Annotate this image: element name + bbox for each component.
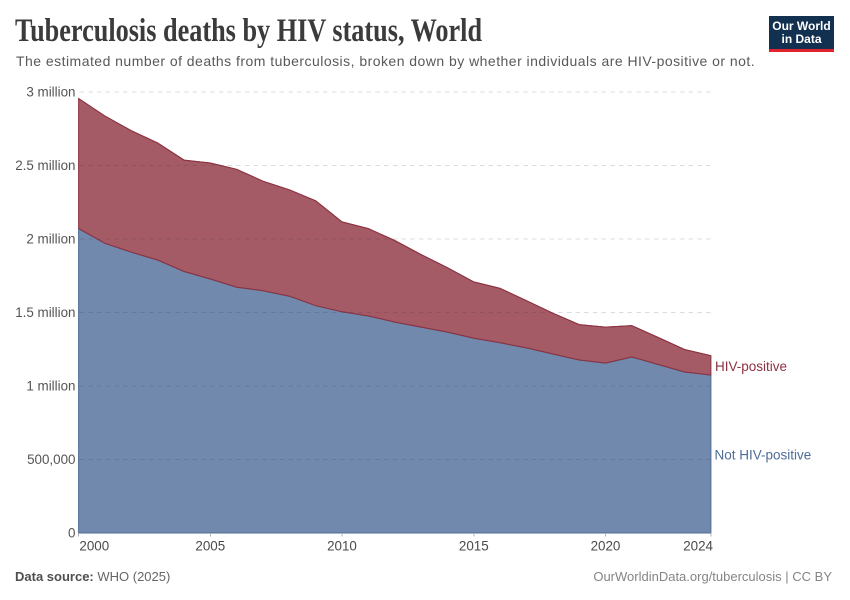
svg-text:2020: 2020 — [591, 539, 621, 554]
svg-text:500,000: 500,000 — [27, 452, 75, 467]
svg-text:2000: 2000 — [79, 539, 109, 554]
svg-text:1.5 million: 1.5 million — [15, 305, 75, 320]
svg-text:2010: 2010 — [327, 539, 357, 554]
svg-text:2024: 2024 — [683, 539, 713, 554]
svg-text:2 million: 2 million — [26, 232, 75, 247]
svg-text:1 million: 1 million — [26, 379, 75, 394]
svg-text:0: 0 — [68, 526, 75, 541]
svg-text:2.5 million: 2.5 million — [15, 158, 75, 173]
svg-text:2005: 2005 — [195, 539, 225, 554]
svg-text:HIV-positive: HIV-positive — [715, 359, 787, 374]
svg-text:3 million: 3 million — [26, 85, 75, 100]
svg-text:2015: 2015 — [459, 539, 489, 554]
svg-text:Not HIV-positive: Not HIV-positive — [715, 448, 812, 463]
